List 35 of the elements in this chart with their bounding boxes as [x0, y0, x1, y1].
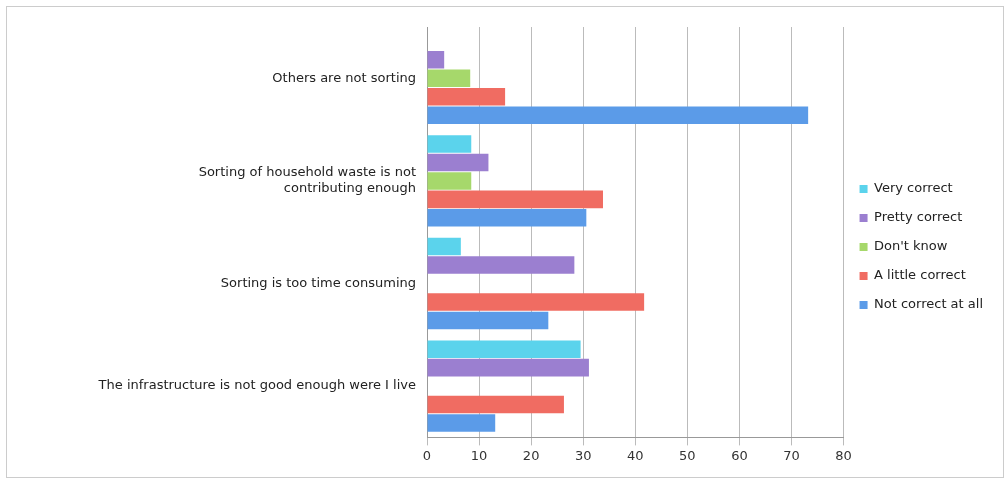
bar — [427, 395, 564, 414]
bar — [427, 135, 472, 153]
x-tick-label: 50 — [679, 447, 696, 463]
x-tick-label: 60 — [731, 447, 748, 463]
bar — [427, 106, 809, 125]
x-tick-label: 20 — [522, 447, 540, 463]
legend-label: Not correct at all — [874, 296, 984, 312]
y-tick-label: Sorting of household waste is not contributing enough — [198, 164, 416, 196]
bar — [427, 237, 461, 256]
bar — [427, 358, 589, 377]
bar — [427, 256, 575, 274]
bar — [427, 51, 445, 69]
legend-label: Don't know — [874, 238, 948, 254]
bar — [427, 414, 496, 432]
bar — [427, 153, 489, 172]
x-tick-label: 80 — [835, 447, 852, 463]
y-tick-label: Sorting is too time consuming — [220, 274, 416, 290]
legend-label: A little correct — [874, 267, 966, 283]
bar — [427, 209, 587, 227]
x-tick-label: 70 — [783, 447, 800, 463]
bar — [427, 293, 645, 311]
legend-label: Very correct — [874, 180, 953, 196]
bar — [427, 69, 471, 88]
x-tick-label: 40 — [627, 447, 644, 463]
bar — [427, 88, 506, 106]
bar — [427, 172, 472, 190]
y-tick-label: The infrastructure is not good enough were I live — [97, 377, 416, 393]
bar — [427, 340, 581, 358]
legend-label: Pretty correct — [874, 209, 963, 225]
x-tick-label: 10 — [470, 447, 488, 463]
bar — [427, 311, 549, 330]
bar — [427, 190, 603, 209]
x-tick-label: 0 — [422, 447, 432, 463]
y-tick-label: Others are not sorting — [272, 69, 416, 85]
x-tick-label: 30 — [574, 447, 592, 463]
